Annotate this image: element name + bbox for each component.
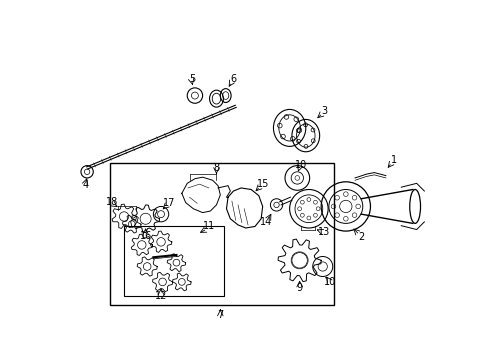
Text: 4: 4: [82, 180, 89, 190]
Text: 9: 9: [296, 283, 303, 293]
Bar: [110, 163, 334, 305]
Text: 11: 11: [203, 221, 215, 231]
Text: 18: 18: [106, 197, 119, 207]
Text: 13: 13: [318, 227, 330, 237]
Text: 3: 3: [321, 106, 327, 116]
Text: 15: 15: [256, 179, 269, 189]
Text: 14: 14: [260, 217, 272, 227]
Text: 17: 17: [163, 198, 175, 208]
Text: 10: 10: [295, 160, 307, 170]
Text: 12: 12: [155, 291, 167, 301]
Text: 6: 6: [230, 75, 237, 84]
Text: 8: 8: [214, 163, 220, 173]
Text: 5: 5: [189, 75, 195, 84]
Text: 10: 10: [324, 277, 337, 287]
Polygon shape: [182, 177, 220, 213]
Text: 1: 1: [391, 155, 396, 165]
Text: 16: 16: [140, 231, 152, 241]
Text: 2: 2: [358, 232, 365, 242]
Polygon shape: [226, 188, 263, 228]
Text: 7: 7: [217, 310, 223, 320]
Bar: [124, 226, 224, 296]
